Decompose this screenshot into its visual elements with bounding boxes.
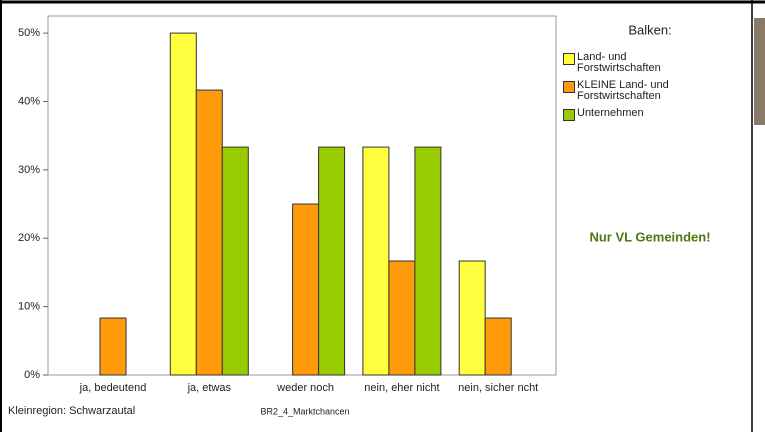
legend-swatch	[563, 81, 575, 93]
legend-swatch	[563, 53, 575, 65]
bar	[388, 260, 416, 376]
legend-label: KLEINE Land- und Forstwirtschaften	[577, 79, 669, 102]
bar	[221, 146, 249, 376]
legend-label: Land- und Forstwirtschaften	[577, 51, 661, 74]
legend-item: KLEINE Land- und Forstwirtschaften	[563, 80, 688, 102]
y-tick-label: 0%	[24, 369, 40, 381]
y-tick-label: 50%	[18, 27, 40, 39]
photo-fragment	[754, 18, 765, 125]
y-tick-label: 30%	[18, 164, 40, 176]
y-tick-label: 10%	[18, 301, 40, 313]
x-tick-label: nein, sicher ncht	[458, 382, 538, 394]
bar	[414, 146, 442, 376]
bar	[99, 317, 127, 376]
bar	[362, 146, 390, 376]
bar	[195, 89, 223, 376]
x-tick-label: ja, bedeutend	[79, 382, 147, 394]
legend-item: Land- und Forstwirtschaften	[563, 52, 688, 74]
x-tick-label: ja, etwas	[187, 382, 232, 394]
bar	[318, 146, 346, 376]
bar	[484, 317, 512, 376]
legend-item: Unternehmen	[563, 107, 688, 121]
legend-swatch	[563, 109, 575, 121]
legend-label: Unternehmen	[577, 107, 644, 119]
footnote: Kleinregion: Schwarzautal	[8, 405, 135, 417]
bar	[458, 260, 486, 376]
y-tick-label: 20%	[18, 232, 40, 244]
bar	[169, 32, 197, 376]
x-tick-label: weder noch	[276, 382, 334, 394]
legend-title: Balken:	[628, 22, 671, 37]
y-tick-label: 40%	[18, 95, 40, 107]
x-tick-label: nein, eher nicht	[364, 382, 439, 394]
bar	[292, 203, 320, 376]
annotation: Nur VL Gemeinden!	[589, 229, 710, 244]
x-axis-label: BR2_4_Marktchancen	[260, 406, 349, 416]
